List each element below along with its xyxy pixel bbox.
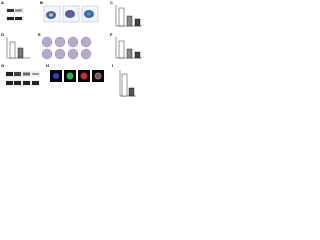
panel-label: A <box>1 0 4 5</box>
fluorescence-images <box>50 70 104 82</box>
bar-chart <box>6 37 30 59</box>
panel-label: E <box>38 32 41 37</box>
panel-label: G <box>1 63 4 68</box>
bar-chart <box>119 70 136 97</box>
western-blot <box>6 8 24 21</box>
panel-label: H <box>46 63 49 68</box>
bar-chart <box>115 37 142 59</box>
figure: A B C D E F G H I <box>0 0 150 101</box>
panel-label: F <box>110 32 113 37</box>
panel-label: B <box>40 0 43 5</box>
panel-label: I <box>112 63 113 68</box>
flow-plots <box>43 5 99 23</box>
colony-plates <box>41 36 92 60</box>
panel-label: D <box>1 32 4 37</box>
panel-label: C <box>110 0 113 5</box>
western-blot <box>5 71 40 86</box>
bar-chart <box>115 5 142 27</box>
